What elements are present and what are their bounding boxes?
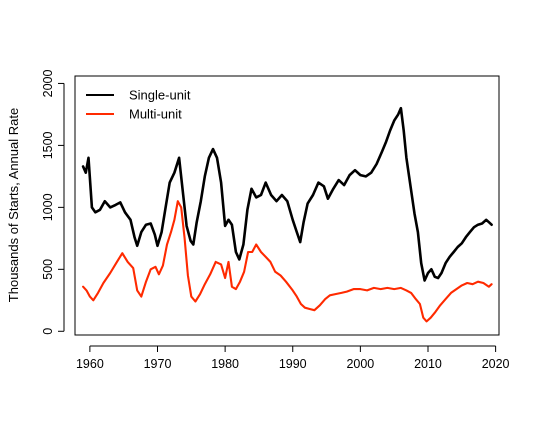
series-line-single-unit: [81, 106, 493, 282]
y-axis-label: Thousands of Starts, Annual Rate: [6, 108, 21, 302]
y-axis: 0 500 1000 1500 2000: [41, 69, 65, 335]
legend-label-multi-unit: Multi-unit: [129, 107, 182, 122]
y-tick-label: 2000: [41, 69, 55, 97]
x-tick-label: 2010: [414, 357, 442, 371]
x-tick-label: 2020: [482, 357, 510, 371]
plot-frame: [74, 75, 500, 336]
x-tick-label: 1970: [144, 357, 172, 371]
y-tick-label: 0: [41, 328, 55, 335]
x-tick-label: 1960: [76, 357, 104, 371]
y-tick-label: 1500: [41, 131, 55, 159]
y-tick-label: 1000: [41, 193, 55, 221]
x-tick-label: 1990: [279, 357, 307, 371]
legend-label-single-unit: Single-unit: [129, 88, 191, 103]
x-tick-label: 2000: [346, 357, 374, 371]
series-lines: [81, 106, 493, 323]
x-axis: 1960 1970 1980 1990 2000 2010 2020: [76, 345, 510, 371]
legend: Single-unit Multi-unit: [86, 88, 191, 122]
y-tick-label: 500: [41, 259, 55, 280]
series-line-multi-unit: [82, 200, 493, 323]
x-tick-label: 1980: [211, 357, 239, 371]
